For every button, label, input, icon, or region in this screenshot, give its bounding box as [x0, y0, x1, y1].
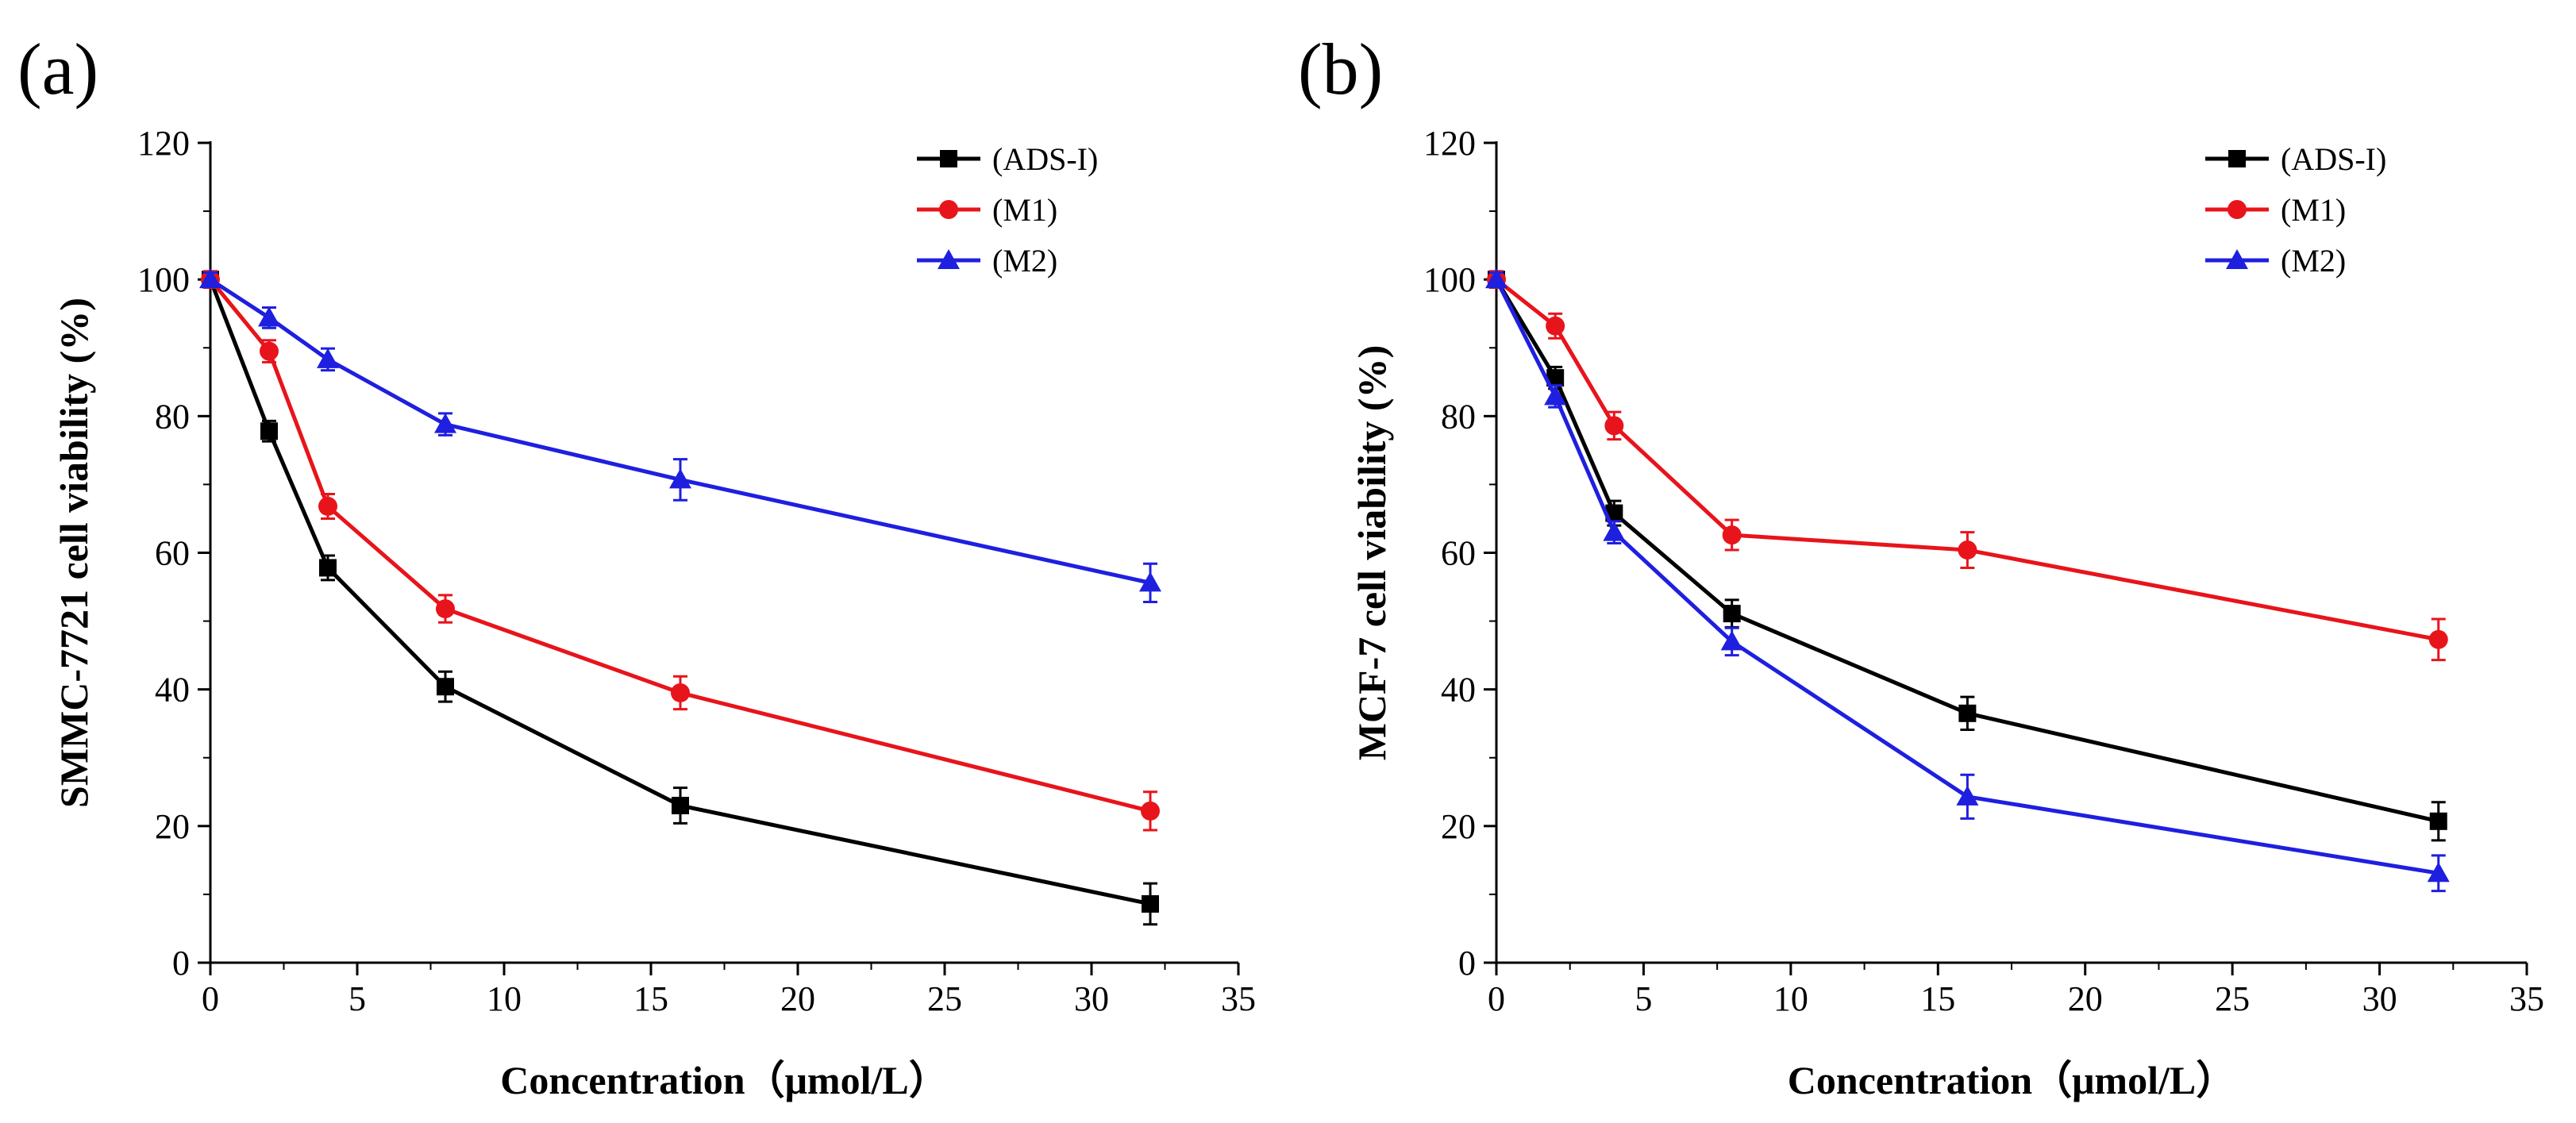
y-tick-label: 100: [137, 260, 190, 299]
data-point: [319, 559, 337, 577]
panel-label: (b): [1298, 29, 1383, 110]
x-tick-label: 35: [2509, 979, 2544, 1018]
x-axis-title: Concentration（μmol/L）: [1788, 1058, 2235, 1102]
y-tick-label: 80: [1441, 397, 1476, 436]
data-point: [2427, 862, 2450, 883]
series-line: [209, 278, 1151, 585]
data-point: [1544, 385, 1567, 406]
x-tick-label: 10: [487, 979, 522, 1018]
x-tick-label: 15: [1920, 979, 1955, 1018]
data-point: [1603, 521, 1626, 541]
legend-label: (M1): [2281, 192, 2346, 228]
legend-marker: [2226, 249, 2248, 269]
data-point: [434, 413, 456, 433]
series-line: [1495, 278, 2439, 642]
series-line: [1494, 279, 2439, 875]
chart-panel-1: (a) 0 5 10 15 20 25 30 35 0 20 40 60 80 100 120 Concentr…: [17, 29, 1256, 1102]
legend-label: (M2): [992, 243, 1057, 279]
x-tick-label: 20: [2068, 979, 2103, 1018]
y-tick-label: 20: [155, 807, 190, 846]
y-tick-label: 0: [172, 944, 190, 983]
x-tick-label: 30: [2362, 979, 2397, 1018]
data-point: [1604, 416, 1624, 436]
x-tick-label: 10: [1773, 979, 1808, 1018]
data-point: [1958, 540, 1977, 560]
legend: (ADS-I) (M1) (M2): [917, 141, 1098, 279]
data-point: [1485, 268, 1507, 289]
data-point: [1139, 571, 1161, 592]
x-tick-label: 15: [633, 979, 668, 1018]
y-tick-label: 60: [1441, 534, 1476, 573]
x-tick-label: 25: [2215, 979, 2250, 1018]
chart-panel-2: (b) 0 5 10 15 20 25 30 35 0 20 40 60 80 100 120 Concentr…: [1298, 29, 2544, 1102]
data-point: [2429, 812, 2447, 830]
data-point: [1722, 525, 1742, 545]
y-tick-label: 0: [1458, 944, 1476, 983]
series-3: [199, 268, 1161, 603]
legend-label: (ADS-I): [2281, 141, 2386, 177]
legend-marker: [940, 150, 957, 167]
y-tick-label: 80: [155, 397, 190, 436]
x-tick-label: 30: [1074, 979, 1109, 1018]
y-tick-label: 40: [1441, 671, 1476, 710]
data-point: [672, 797, 689, 815]
x-tick-label: 5: [348, 979, 366, 1018]
data-point: [1720, 630, 1743, 651]
data-point: [1141, 801, 1160, 821]
data-point: [1142, 894, 1159, 913]
data-point: [260, 422, 278, 440]
data-point: [199, 268, 221, 289]
x-tick-label: 35: [1221, 979, 1256, 1018]
data-point: [318, 496, 337, 516]
y-tick-label: 60: [155, 534, 190, 573]
data-point: [2428, 629, 2448, 649]
legend-marker: [2228, 200, 2247, 219]
legend-label: (M2): [2281, 243, 2346, 279]
legend-marker: [2228, 150, 2246, 167]
y-tick-label: 120: [1423, 124, 1476, 163]
series-line: [209, 278, 1151, 813]
y-tick-label: 40: [155, 671, 190, 710]
y-axis-title: SMMC-7721 cell viability (%): [52, 298, 96, 808]
y-tick-label: 120: [137, 124, 190, 163]
x-tick-label: 5: [1635, 979, 1652, 1018]
legend-label: (ADS-I): [992, 141, 1098, 177]
legend: (ADS-I) (M1) (M2): [2205, 141, 2386, 279]
legend-marker: [939, 200, 958, 219]
data-point: [1723, 605, 1741, 623]
data-point: [669, 468, 691, 489]
x-axis-title: Concentration（μmol/L）: [500, 1058, 948, 1102]
data-point: [1546, 369, 1565, 387]
data-point: [1546, 316, 1565, 336]
data-point: [437, 678, 454, 696]
series-line: [208, 279, 1151, 906]
x-tick-label: 20: [780, 979, 815, 1018]
legend-label: (M1): [992, 192, 1057, 228]
series-line: [1494, 278, 2439, 824]
x-tick-label: 25: [927, 979, 962, 1018]
series-3: [1485, 268, 2450, 893]
data-point: [671, 683, 690, 702]
data-point: [1958, 704, 1977, 722]
legend-marker: [938, 249, 960, 269]
series-2: [201, 270, 1160, 832]
y-tick-label: 20: [1441, 807, 1476, 846]
series-2: [1487, 270, 2448, 662]
panel-label: (a): [17, 29, 98, 110]
x-tick-label: 0: [202, 979, 219, 1018]
x-tick-label: 0: [1488, 979, 1505, 1018]
data-point: [436, 599, 455, 619]
data-point: [1956, 785, 1979, 806]
data-point: [260, 341, 279, 361]
data-point: [258, 306, 280, 327]
y-axis-title: MCF-7 cell viability (%): [1350, 345, 1394, 761]
data-point: [317, 348, 339, 368]
y-tick-label: 100: [1423, 260, 1476, 299]
